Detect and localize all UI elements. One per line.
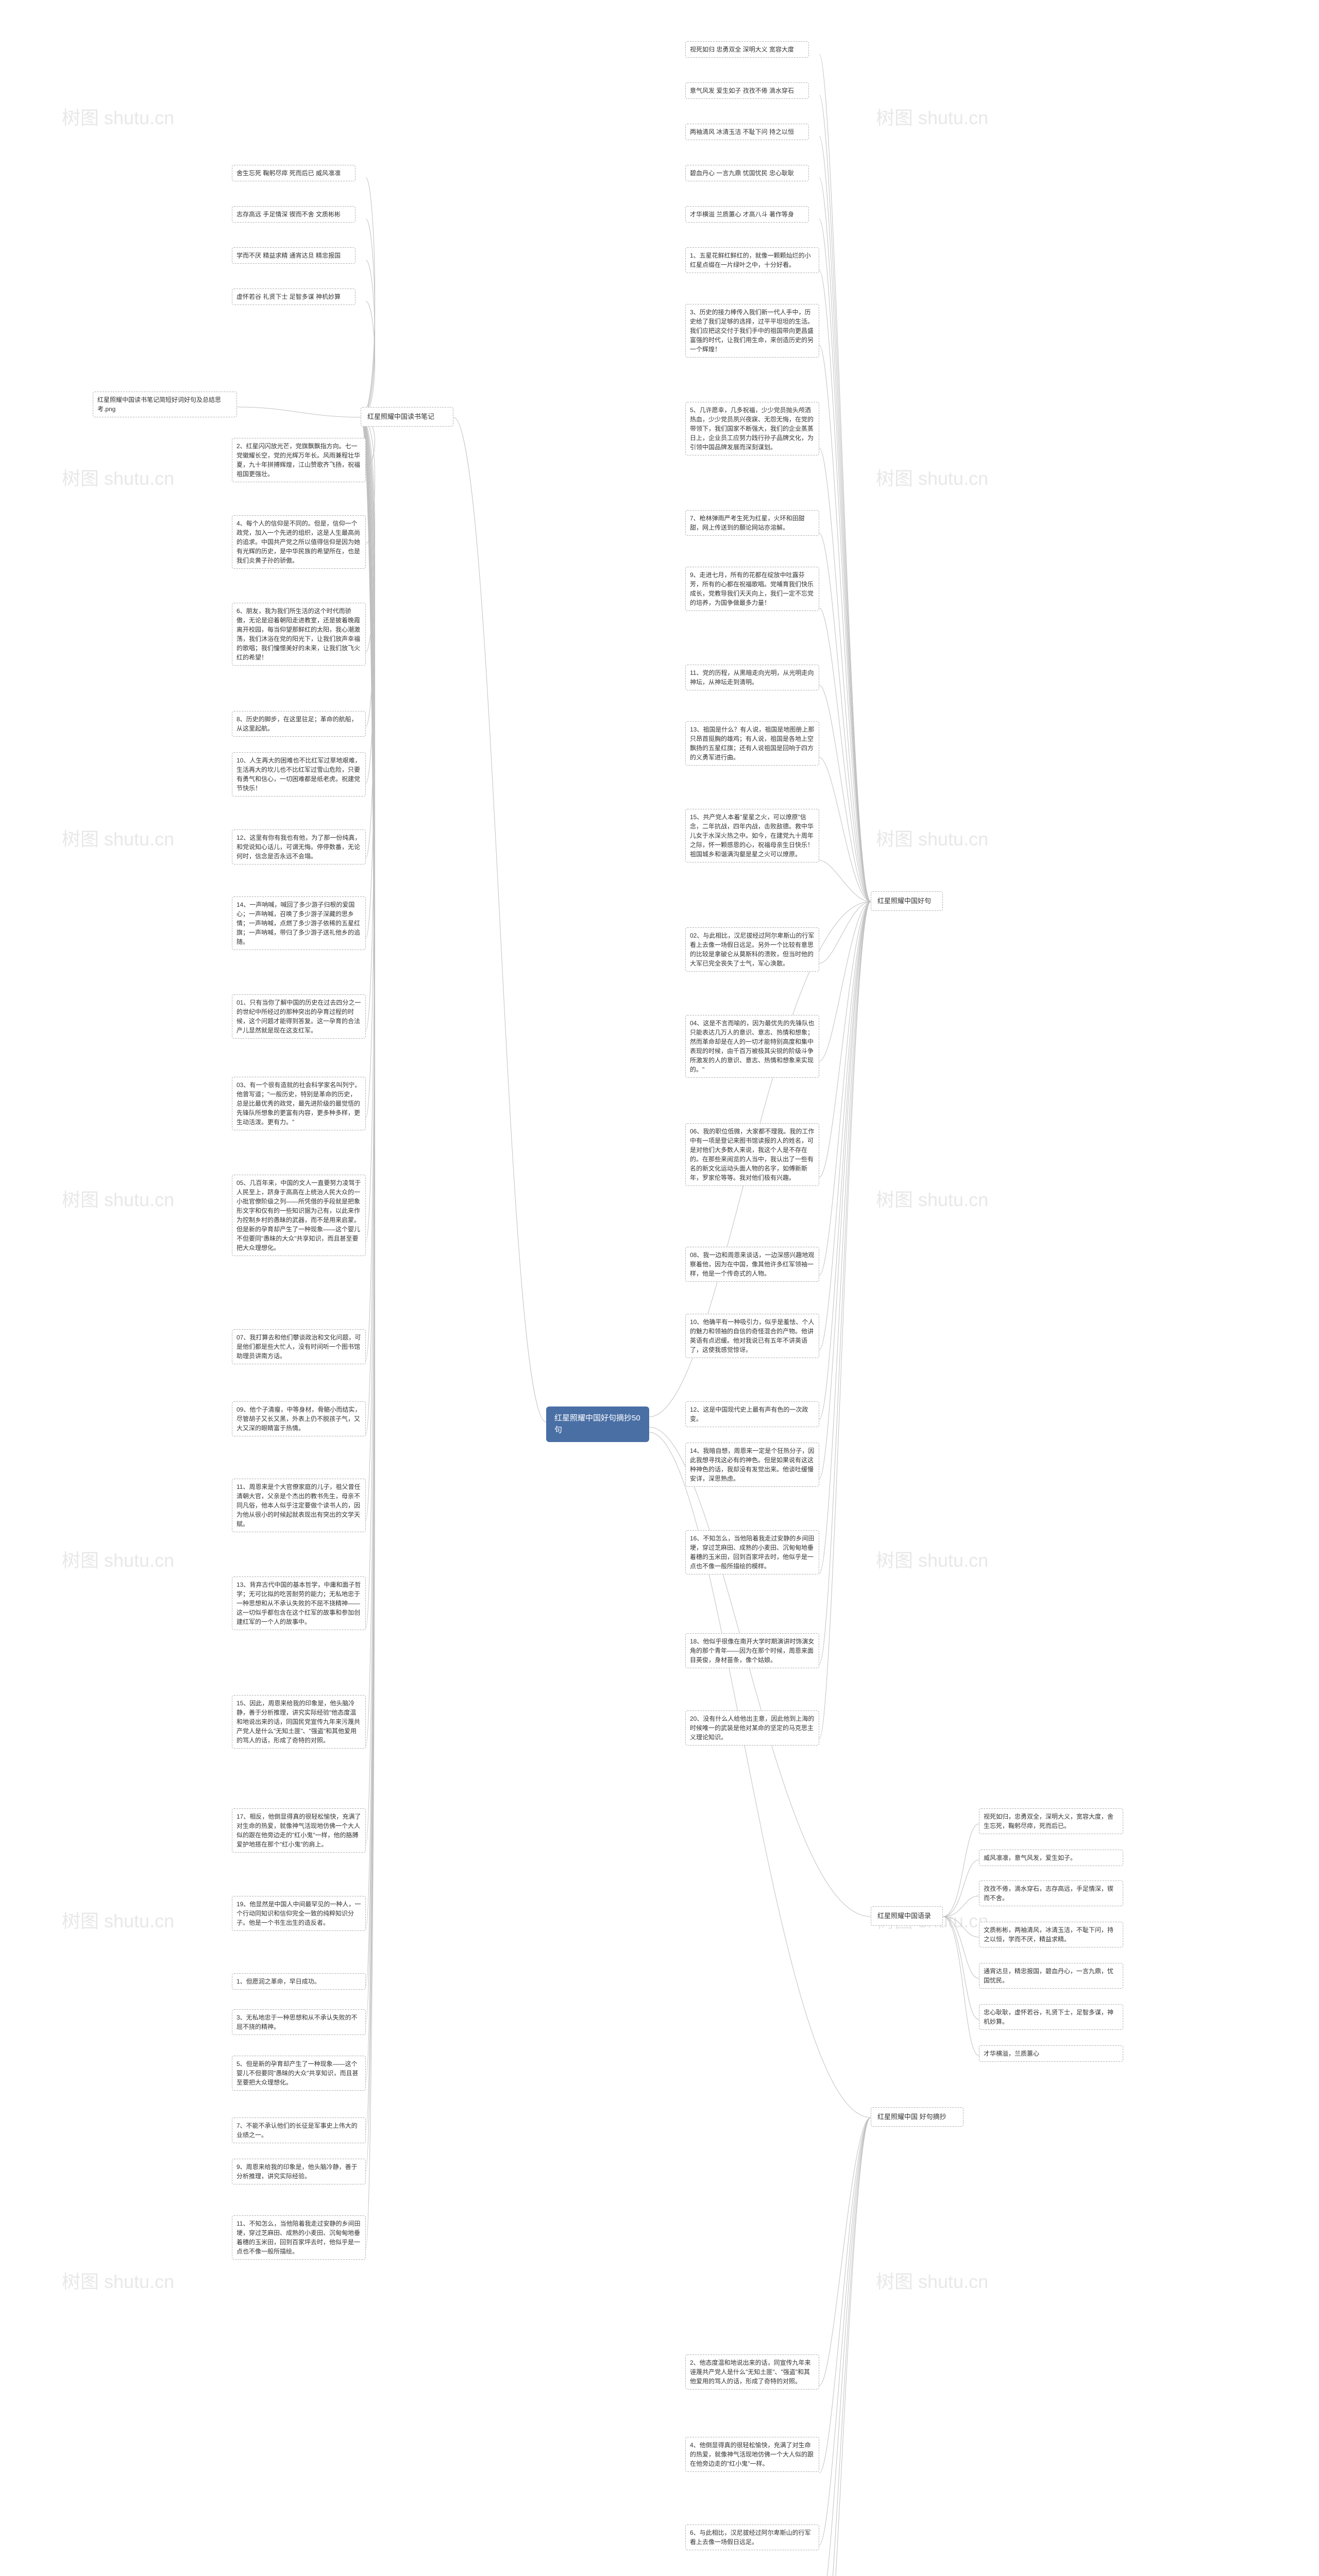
branch-b2[interactable]: 红星照耀中国好句 [871, 891, 943, 911]
b2-item: 5、几许愿幸，几多祝福，少少党员抛头颅洒热血，少少党员夙兴夜寐、无怨无悔，在党的… [685, 402, 819, 455]
b2-item: 10、他确平有一种吸引力，似乎是羞怯、个人的魅力和领袖的自信的奇怪混合的产物。他… [685, 1314, 819, 1358]
b1-item: 03、有一个很有造就的社会科学家名叫列宁。他曾写道；"一般历史，特别是革命的历史… [232, 1077, 366, 1130]
b1-item: 舍生忘死 鞠躬尽瘁 死而后已 威风凛凛 [232, 165, 356, 181]
b4-item: 2、他态度温和地说出来的话，同宣传九年来诬蔑共产党人是什么"无知土匪"、"强盗"… [685, 2354, 819, 2389]
watermark: 树图 shutu.cn [62, 1185, 174, 1212]
b2-item: 两袖清风 冰清玉洁 不耻下问 持之以恒 [685, 124, 809, 140]
b2-item: 11、党的历程，从黑暗走向光明，从光明走向神坛，从神坛走到清明。 [685, 665, 819, 690]
b3-item: 视死如归，忠勇双全，深明大义，宽容大度，舍生忘死，鞠躬尽瘁，死而后已。 [979, 1808, 1123, 1834]
b2-item: 1、五星花鲜红鲜红的，就像一颗颗灿烂的小红星点缀在一片绿叶之中，十分好看。 [685, 247, 819, 273]
watermark: 树图 shutu.cn [62, 824, 174, 851]
b2-item: 9、走进七月，所有的花都在绽放中吐露芬芳，所有的心都在祝福歌唱。党哺育我们快乐成… [685, 567, 819, 611]
b1-item: 4、每个人的信仰是不同的。但是，信仰一个政党，加入一个先进的组织，这是人生最高尚… [232, 515, 366, 569]
b3-item: 才华横溢，兰质蕙心 [979, 2045, 1123, 2062]
b1-item: 志存高远 手足情深 锲而不舍 文质彬彬 [232, 206, 356, 223]
b1-item: 5、但是新的孕育却产生了一种现象——这个婴儿不但要同"愚昧的大众"共享知识，而且… [232, 2056, 366, 2091]
watermark: 树图 shutu.cn [876, 1185, 988, 1212]
branch-b1[interactable]: 红星照耀中国读书笔记 [361, 407, 453, 427]
b2-item: 12、这是中国现代史上最有声有色的一次政变。 [685, 1401, 819, 1427]
watermark: 树图 shutu.cn [876, 464, 988, 490]
b1-item: 10、人生再大的困难也不比红军过草地艰难，生活再大的坎儿也不比红军过雪山危险，只… [232, 752, 366, 796]
b1-item: 05、几百年来，中国的文人一直要努力凌驾于人民至上，跻身于高高在上统治人民大众的… [232, 1175, 366, 1256]
b1-item: 学而不厌 精益求精 通宵达旦 精忠报国 [232, 247, 356, 264]
watermark: 树图 shutu.cn [62, 1546, 174, 1572]
b3-item: 忠心耿耿，虚怀若谷，礼贤下士，足智多谋，神机妙算。 [979, 2004, 1123, 2030]
b2-item: 08、我一边和周恩来谈话，一边深感兴趣地观察着他，因为在中国，像其他许多红军领袖… [685, 1247, 819, 1282]
b2-item: 13、祖国是什么？有人说，祖国是地图册上那只昂首挺胸的雄鸡；有人说，祖国是各地上… [685, 721, 819, 766]
b1-item: 14、一声呐喊，喊回了多少游子归根的爱国心；一声呐喊，召唤了多少游子深藏的思乡情… [232, 896, 366, 950]
b1-item: 8、历史的脚步，在这里驻足；革命的航船，从这里起航。 [232, 711, 366, 737]
b4-item: 6、与此相比，汉尼拔经过阿尔卑斯山的行军看上去像一场假日远足。 [685, 2524, 819, 2550]
b1-item: 3、无私地忠于一种思想和从不承认失败的不屈不挠的精神。 [232, 2009, 366, 2035]
watermark: 树图 shutu.cn [62, 1906, 174, 1933]
b2-item: 04、这是不言而喻的，因为最优先的先锋队也只能表达几万人的意识、意志、热情和想象… [685, 1015, 819, 1078]
b2-item: 06、我的职位低微，大家都不理我。我的工作中有一项是登记来图书馆读报的人的姓名，… [685, 1123, 819, 1186]
b1-item: 11、不知怎么，当他陪着我走过安静的乡间田埂，穿过芝麻田、成熟的小麦田、沉甸甸地… [232, 2215, 366, 2260]
b1-item: 15、因此，周恩来给我的印象是，他头脑冷静，善于分析推理，讲究实际经验"他态度温… [232, 1695, 366, 1749]
b2-item: 18、他似乎很像在南开大学时期演讲时饰演女角的那个青年——因为在那个时候，周恩来… [685, 1633, 819, 1668]
b1-item: 6、朋友，我为我们所生活的这个时代而骄傲，无论是迎着朝阳走进教室，还是披着晚霞离… [232, 603, 366, 666]
b2-item: 15、共产党人本着"星星之火，可以燎原"信念，二年抗战，四年内战，击败敌德。救中… [685, 809, 819, 862]
b1-item: 13、背弃古代中国的基本哲学，中庸和面子哲学；无可比拟的吃苦耐劳的能力；无私地忠… [232, 1577, 366, 1630]
root-node[interactable]: 红星照耀中国好句摘抄50句 [546, 1406, 649, 1442]
b3-item: 威风凛凛，意气风发，爱生如子。 [979, 1850, 1123, 1866]
b1-item: 11、周恩来是个大官僚家庭的儿子，祖父曾任清朝大官，父亲是个杰出的教书先生，母亲… [232, 1479, 366, 1532]
branch-b4[interactable]: 红星照耀中国 好句摘抄 [871, 2107, 963, 2127]
b1-item: 12、这里有你有我也有他，为了那一份纯真，和党说知心话儿，可谓无悔。停停数番，无… [232, 829, 366, 865]
b1-item: 7、不能不承认他们的长征是军事史上伟大的业绩之一。 [232, 2117, 366, 2143]
watermark: 树图 shutu.cn [876, 824, 988, 851]
b2-item: 16、不知怎么，当他陪着我走过安静的乡间田埂，穿过芝麻田、成熟的小麦田、沉甸甸地… [685, 1530, 819, 1574]
b2-item: 7、枪林弹雨严考生死为红星，火环和田甜甜，网上传送到的願论网站亦溶解。 [685, 510, 819, 536]
b3-item: 通宵达旦，精忠报国，碧血丹心，一言九鼎，忧国忧民。 [979, 1963, 1123, 1989]
watermark: 树图 shutu.cn [62, 464, 174, 490]
b2-item: 14、我暗自想，周恩来一定是个狂热分子，因此我想寻找这必有的神色。但是如果说有这… [685, 1443, 819, 1487]
b1-item: 01、只有当你了解中国的历史在过去四分之一的世纪中所经过的那种突出的孕育过程的时… [232, 994, 366, 1039]
b1-item: 17、相反，他倒显得真的很轻松愉快，充满了对生命的热爱，就像神气活现地仿佛一个大… [232, 1808, 366, 1853]
branch-b3[interactable]: 红星照耀中国语录 [871, 1906, 943, 1926]
b1-item: 19、他显然是中国人中间最罕见的一种人，一个行动同知识和信仰完全一致的纯粹知识分… [232, 1896, 366, 1931]
watermark: 树图 shutu.cn [876, 2267, 988, 2294]
watermark: 树图 shutu.cn [62, 103, 174, 130]
watermark: 树图 shutu.cn [876, 103, 988, 130]
b2-item: 意气风发 爱生如子 孜孜不倦 滴水穿石 [685, 82, 809, 99]
b1-item: 09、他个子清瘦，中等身材，骨骼小而结实，尽管胡子又长又黑，外表上仍不脱孩子气，… [232, 1401, 366, 1436]
b2-item: 20、没有什么人给他出主意，因此他到上海的时候唯一的武装是他对某命的坚定的马克思… [685, 1710, 819, 1745]
b2-item: 02、与此相比，汉尼拔经过阿尔卑斯山的行军看上去像一场假日远足。另外一个比较有意… [685, 927, 819, 972]
b2-item: 碧血丹心 一言九鼎 忧国忧民 忠心耿耿 [685, 165, 809, 181]
watermark: 树图 shutu.cn [62, 2267, 174, 2294]
b2-item: 3、历史的接力棒传入我们新一代人手中，历史给了我们足够的选择，过平平坦坦的生活。… [685, 304, 819, 358]
b4-item: 4、他倒显得真的很轻松愉快，充满了对生命的热爱，就像神气活现地仿佛一个大人似的跟… [685, 2437, 819, 2472]
b3-item: 孜孜不倦，滴水穿石，志存高远，手足情深，锲而不舍。 [979, 1880, 1123, 1906]
b1-item: 2、红星闪闪放光芒，党旗飘飘指方向。七一党徽耀长空，党的光辉万年长。风雨兼程壮华… [232, 438, 366, 482]
b1-item: 9、周恩来给我的印象是，他头脑冷静，善于分析推理，讲究实际经验。 [232, 2159, 366, 2184]
meta-node: 红星照耀中国读书笔记简短好词好句及总结思考.png [93, 392, 237, 417]
watermark: 树图 shutu.cn [876, 1546, 988, 1572]
connector-lines [0, 0, 1319, 2576]
b1-item: 虚怀若谷 礼贤下士 足智多谋 神机妙算 [232, 289, 356, 305]
b2-item: 才华横溢 兰质蕙心 才高八斗 著作等身 [685, 206, 809, 223]
b3-item: 文质彬彬，两袖清风，冰清玉洁，不耻下问，持之以恒，学而不厌，精益求精。 [979, 1922, 1123, 1947]
b1-item: 07、我打算去和他们攀谈政治和文化问题，可是他们都是些大忙人，没有时间听一个图书… [232, 1329, 366, 1364]
b2-item: 视死如归 忠勇双全 深明大义 宽容大度 [685, 41, 809, 58]
b1-item: 1、但愿润之革命，早日成功。 [232, 1973, 366, 1990]
